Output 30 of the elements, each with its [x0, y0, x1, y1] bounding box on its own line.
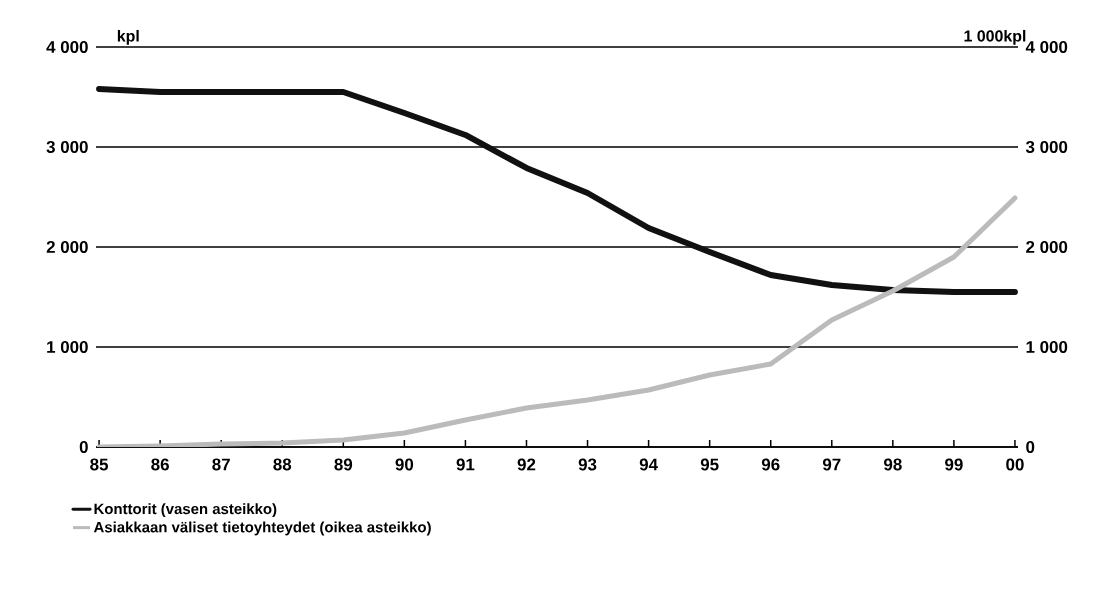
y2-tick-label: 0 [1026, 440, 1035, 453]
x-tick-label: 89 [334, 458, 353, 471]
x-tick-label: 00 [1006, 458, 1024, 471]
x-tick-label: 99 [945, 458, 963, 471]
x-tick-label: 86 [151, 458, 169, 471]
x-tick-label: 95 [700, 458, 719, 471]
x-tick-label: 91 [456, 458, 475, 471]
y2-tick-label: 2 000 [1026, 240, 1068, 253]
legend-label: Asiakkaan väliset tietoyhteydet (oikea asteikko) [93, 521, 431, 536]
x-tick-label: 94 [639, 458, 658, 471]
y2-tick-label: 4 000 [1025, 40, 1068, 53]
x-tick-label: 97 [822, 458, 841, 471]
y2-tick-label: 1 000 [1026, 340, 1068, 353]
y-tick-label: 2 000 [46, 240, 88, 253]
x-tick-label: 85 [90, 458, 109, 471]
x-tick-label: 88 [273, 458, 292, 471]
x-tick-label: 90 [395, 458, 414, 471]
y-tick-label: 3 000 [46, 140, 88, 153]
y-tick-label: 1 000 [47, 340, 88, 353]
y2-axis-title: 1 000kpl [964, 29, 1026, 45]
x-tick-label: 98 [884, 458, 902, 471]
y-tick-label: 0 [79, 440, 88, 453]
x-tick-label: 93 [578, 458, 597, 471]
y-tick-label: 4 000 [46, 40, 88, 53]
legend-label: Konttorit (vasen asteikko) [94, 503, 277, 518]
x-tick-label: 87 [212, 458, 230, 471]
y-axis-title: kpl [117, 29, 139, 45]
y2-tick-label: 3 000 [1025, 140, 1068, 153]
x-tick-label: 96 [761, 458, 780, 471]
x-tick-label: 92 [517, 458, 536, 471]
